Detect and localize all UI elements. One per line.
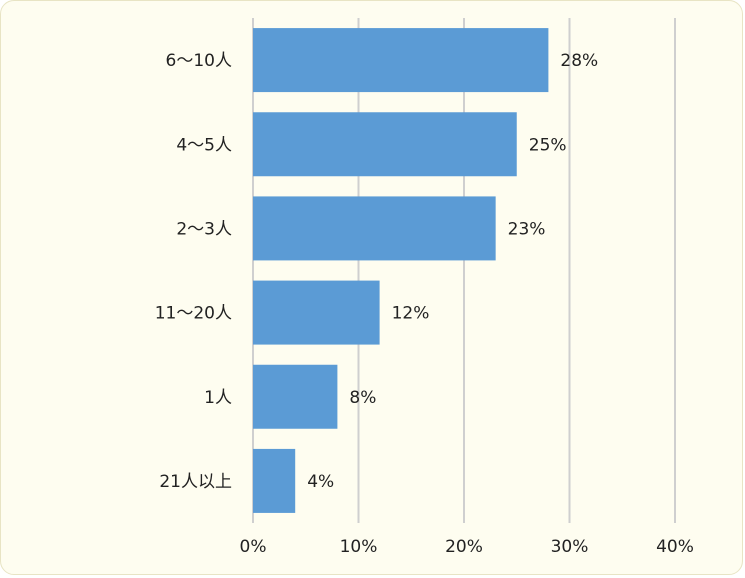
category-label: 6～10人 [166, 51, 232, 71]
data-label: 8% [349, 388, 376, 408]
category-label: 11～20人 [155, 304, 232, 324]
data-labels: 28% 25% 23% 12% 8% 4% [307, 51, 598, 492]
category-label: 21人以上 [159, 472, 232, 492]
category-label: 2～3人 [176, 219, 232, 239]
bar [253, 196, 496, 261]
x-tick-label: 0% [240, 537, 267, 557]
data-label: 25% [529, 135, 567, 155]
x-tick-label: 10% [340, 537, 378, 557]
gridlines [252, 18, 676, 523]
category-label: 4～5人 [176, 135, 232, 155]
bars [253, 28, 549, 513]
data-label: 12% [392, 304, 430, 324]
x-axis-tick-labels: 0% 10% 20% 30% 40% [240, 537, 694, 557]
bar [253, 28, 549, 93]
category-labels: 6～10人 4～5人 2～3人 11～20人 1人 21人以上 [155, 51, 232, 492]
category-label: 1人 [204, 388, 232, 408]
data-label: 4% [307, 472, 334, 492]
bar [253, 280, 380, 345]
data-label: 28% [560, 51, 598, 71]
bar [253, 364, 338, 429]
data-label: 23% [508, 219, 546, 239]
bar [253, 112, 517, 177]
bar [253, 448, 296, 513]
x-tick-label: 40% [656, 537, 694, 557]
x-tick-label: 30% [551, 537, 589, 557]
x-tick-label: 20% [445, 537, 483, 557]
